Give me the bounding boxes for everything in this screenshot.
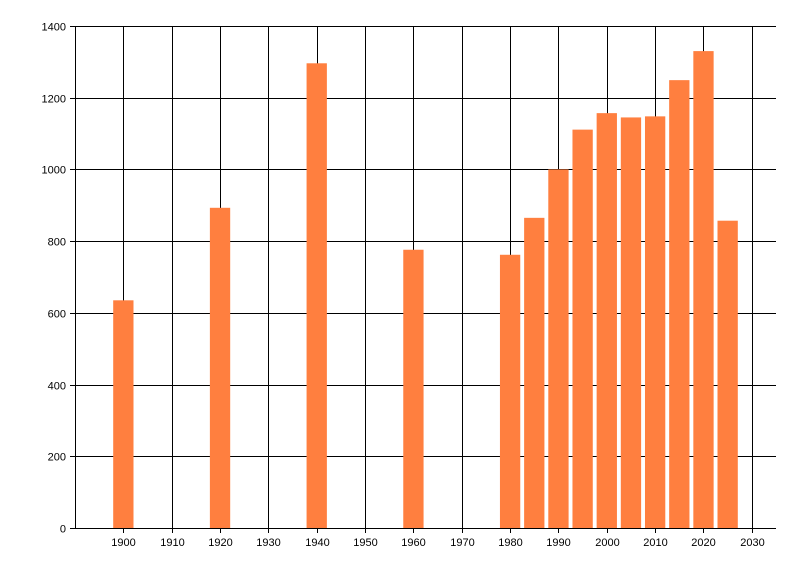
x-tick-label: 1960 [401, 537, 425, 549]
bar [524, 217, 545, 529]
y-tick-label: 1200 [42, 94, 66, 106]
bar [620, 117, 642, 528]
x-tick-label: 2010 [643, 537, 667, 549]
x-tick-label: 1910 [160, 537, 184, 549]
x-tick-label: 1950 [353, 537, 377, 549]
bar [717, 220, 738, 528]
bar [669, 80, 690, 528]
x-tick-label: 1970 [450, 537, 474, 549]
bars [113, 51, 738, 529]
x-tick-label: 2030 [740, 537, 764, 549]
bar [403, 249, 424, 528]
bar [113, 300, 134, 528]
bar [548, 169, 569, 528]
x-tick-label: 2020 [691, 537, 715, 549]
bar [209, 207, 231, 528]
bar [644, 116, 666, 529]
x-tick-label: 2000 [595, 537, 619, 549]
x-tick-label: 1990 [546, 537, 570, 549]
bar [596, 113, 617, 528]
bar [693, 51, 714, 528]
axes [70, 26, 776, 533]
y-tick-label: 1000 [42, 165, 66, 177]
y-tick-label: 800 [48, 237, 66, 249]
bar [572, 129, 593, 528]
y-tick-label: 600 [48, 309, 66, 321]
bar [499, 254, 521, 529]
tick-labels: 0 200 400 600 800 1000 1200 1400 1900 1910 1920 193… [42, 22, 765, 550]
y-tick-label: 400 [48, 381, 66, 393]
x-tick-label: 1930 [256, 537, 280, 549]
x-tick-label: 1980 [498, 537, 522, 549]
x-tick-label: 1900 [111, 537, 135, 549]
y-tick-label: 1400 [42, 22, 66, 34]
x-tick-label: 1940 [305, 537, 329, 549]
y-tick-label: 0 [60, 524, 66, 536]
y-tick-label: 200 [48, 452, 66, 464]
bar [306, 63, 327, 528]
x-tick-label: 1920 [208, 537, 232, 549]
